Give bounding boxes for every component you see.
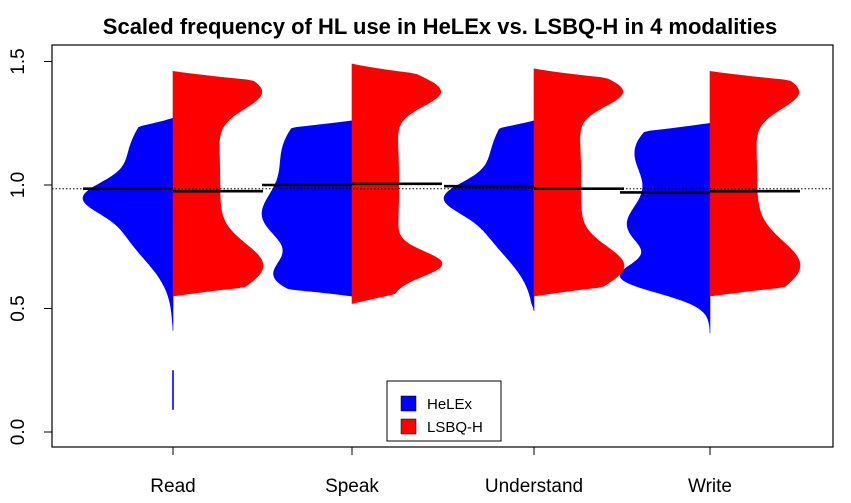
chart-title: Scaled frequency of HL use in HeLEx vs. … [103,14,777,39]
legend-label-helex: HeLEx [427,396,473,413]
axes: 0.0 0.5 1.0 1.5 Read Speak Understand Write [8,44,834,497]
x-tick-label-speak: Speak [325,476,379,497]
y-tick-label-2: 1.0 [8,172,29,198]
x-tick-label-understand: Understand [485,476,583,497]
y-tick-label-0: 0.0 [8,419,29,445]
x-tick-label-read: Read [150,476,195,497]
violin-lsbq-h-write [709,71,801,297]
plot-area [52,63,833,410]
violin-helex-read [82,117,174,331]
violin-lsbq-h-read [172,71,264,297]
legend-swatch-lsbq-h [400,418,417,435]
y-tick-label-1: 0.5 [8,295,29,321]
plot-frame [51,44,834,448]
y-tick-label-3: 1.5 [8,48,29,74]
violin-helex-speak [261,120,353,297]
violin-helex-understand [443,120,535,312]
x-tick-label-write: Write [688,476,732,497]
legend-label-lsbq-h: LSBQ-H [427,419,483,436]
violin-lsbq-h-understand [533,68,625,297]
violin-helex-write [619,122,711,334]
legend: HeLEx LSBQ-H [386,380,502,442]
legend-swatch-helex [400,395,417,412]
